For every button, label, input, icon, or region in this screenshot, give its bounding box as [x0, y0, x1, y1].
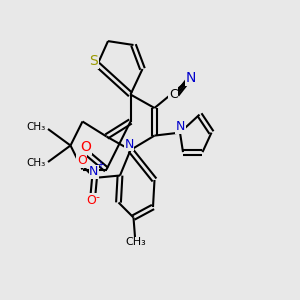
Text: S: S [89, 54, 98, 68]
Text: CH₃: CH₃ [26, 122, 46, 133]
Text: O: O [87, 194, 96, 207]
Text: N: N [176, 120, 185, 133]
Text: N: N [124, 137, 134, 151]
Text: CH₃: CH₃ [26, 158, 46, 169]
Text: O: O [80, 140, 91, 154]
Text: O: O [77, 154, 87, 167]
Text: +: + [96, 160, 104, 170]
Text: -: - [96, 192, 100, 203]
Text: C: C [169, 88, 178, 101]
Text: N: N [89, 165, 99, 178]
Text: CH₃: CH₃ [125, 237, 146, 248]
Text: N: N [186, 71, 196, 85]
